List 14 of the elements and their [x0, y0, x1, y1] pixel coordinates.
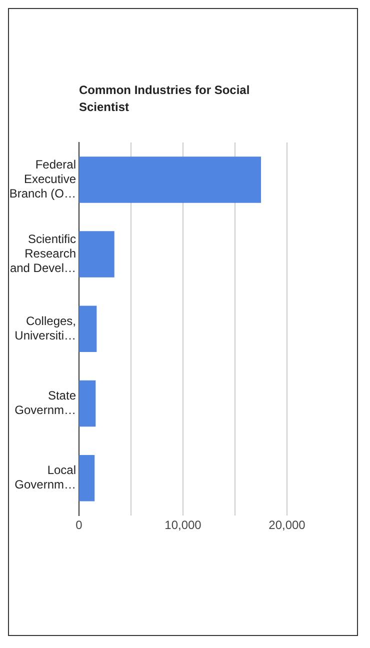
bar — [79, 454, 95, 502]
bar — [79, 306, 97, 352]
x-tick-label: 0 — [76, 518, 83, 532]
x-tick-label: 20,000 — [268, 518, 306, 532]
y-tick-label: Federal Executive Branch (O… — [9, 158, 76, 200]
bar — [79, 380, 96, 427]
chart-title: Common Industries for Social Scientist — [79, 82, 251, 116]
y-tick-label: Colleges, Universiti… — [14, 314, 76, 342]
bar — [79, 231, 114, 278]
y-tick-label: Scientific Research and Devel… — [10, 232, 76, 276]
y-tick-label: State Governm… — [14, 388, 76, 418]
bar — [79, 156, 261, 203]
x-tick-label: 10,000 — [164, 518, 202, 532]
y-tick-label: Local Governm… — [14, 463, 76, 492]
